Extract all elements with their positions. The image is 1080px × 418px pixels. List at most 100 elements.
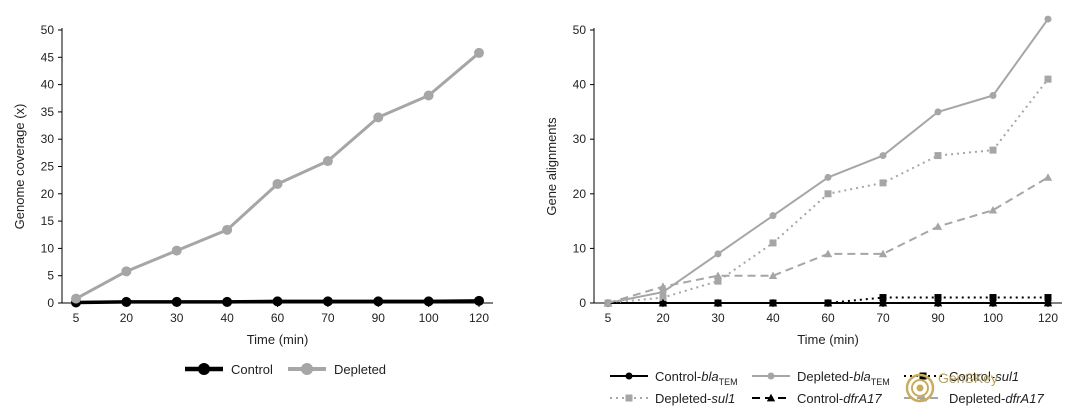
legend-label: Control-sul1	[949, 369, 1019, 384]
y-axis-label: Gene alignments	[544, 117, 559, 216]
genome-coverage-chart: 0 5 10 15 20 25 30 35 40 45 50 5 20 30 40 60 70 90 100 120 T…	[12, 23, 493, 377]
data-point	[659, 294, 667, 302]
y-tick-label: 30	[41, 132, 55, 146]
data-point	[423, 296, 434, 307]
data-point	[322, 156, 333, 167]
legend-label: Depleted-sul1	[655, 391, 735, 406]
y-tick-label: 10	[573, 241, 587, 255]
legend-marker	[625, 372, 633, 380]
data-point	[1043, 173, 1053, 181]
data-point	[823, 298, 833, 307]
data-point	[474, 295, 484, 306]
series-line	[608, 296, 1048, 304]
x-tick-label: 60	[821, 311, 835, 325]
data-point	[879, 179, 887, 187]
y-tick-label: 35	[41, 105, 55, 119]
legend-label: Control-blaTEM	[655, 369, 738, 387]
legend-item-control-dfra17: Control-dfrA17	[752, 391, 882, 406]
data-point	[934, 108, 942, 116]
data-point	[1044, 15, 1052, 23]
series-line	[607, 18, 1049, 304]
x-tick-label: 90	[372, 311, 386, 325]
legend-label: Control-dfrA17	[797, 391, 882, 406]
data-point	[878, 298, 888, 307]
data-point	[823, 249, 833, 258]
data-point	[659, 288, 667, 296]
gene-alignments-chart: 0 10 20 30 40 50 5 20 30 40 60 70 90 100 120 Time (min)…	[544, 15, 1062, 406]
legend-label: Depleted	[334, 362, 386, 377]
x-tick-label: 120	[1038, 311, 1058, 325]
series-control	[71, 295, 484, 308]
y-tick-label: 10	[41, 241, 55, 255]
data-point	[272, 178, 283, 189]
data-point	[1043, 298, 1053, 307]
data-point	[322, 296, 333, 307]
y-axis-label: Genome coverage (x)	[12, 104, 27, 230]
data-point	[714, 277, 722, 285]
legend-item-depleted-sul1: Depleted-sul1	[610, 391, 735, 406]
x-tick-label: 40	[766, 311, 780, 325]
y-tick-label: 45	[41, 50, 55, 64]
y-tick-label: 50	[573, 23, 587, 37]
x-axis-label: Time (min)	[247, 332, 309, 347]
data-point	[603, 298, 613, 307]
series-line	[75, 51, 480, 300]
data-point	[989, 146, 997, 154]
data-point	[824, 190, 832, 198]
data-point	[879, 294, 887, 302]
legend: Control-blaTEM Depleted-blaTEM Control-sul…	[610, 369, 1044, 406]
legend-item-depleted: Depleted	[288, 362, 386, 377]
series-depleted	[71, 47, 484, 304]
data-point	[1044, 75, 1052, 83]
x-tick-label: 30	[711, 311, 725, 325]
data-point	[121, 296, 132, 307]
x-tick-label: 90	[931, 311, 945, 325]
data-point	[373, 112, 384, 123]
data-point	[373, 296, 384, 307]
legend-item-control-bla-tem: Control-blaTEM	[610, 369, 738, 387]
data-point	[769, 239, 777, 247]
legend-marker	[766, 393, 776, 402]
legend-item-depleted-dfra17: Depleted-dfrA17	[904, 391, 1044, 406]
data-point	[222, 224, 233, 235]
swirl-logo-icon	[905, 373, 935, 403]
y-tick-label: 20	[41, 187, 55, 201]
data-point	[768, 298, 778, 307]
x-tick-label: 120	[469, 311, 489, 325]
x-tick-label: 30	[170, 311, 184, 325]
x-tick-label: 20	[656, 311, 670, 325]
data-point	[171, 296, 182, 307]
data-point	[714, 250, 722, 258]
legend-marker	[301, 363, 313, 375]
y-tick-label: 40	[41, 78, 55, 92]
data-point	[878, 249, 888, 258]
data-point	[879, 152, 887, 160]
x-tick-label: 40	[220, 311, 234, 325]
series-depleted-dfra17	[603, 173, 1053, 307]
data-point	[713, 271, 723, 280]
legend-label: Depleted-dfrA17	[949, 391, 1044, 406]
x-tick-label: 100	[983, 311, 1003, 325]
data-point	[423, 90, 434, 101]
x-tick-label: 70	[321, 311, 335, 325]
data-point	[988, 205, 998, 214]
data-point	[934, 294, 942, 302]
data-point	[222, 296, 233, 307]
data-point	[933, 222, 943, 230]
data-point	[988, 298, 998, 307]
y-tick-label: 40	[573, 78, 587, 92]
legend: Control Depleted	[185, 362, 386, 377]
legend-item-depleted-bla-tem: Depleted-blaTEM	[752, 369, 890, 387]
watermark: GenSKey	[905, 370, 998, 403]
legend-marker	[625, 394, 633, 402]
series-control-dfra17	[603, 298, 1053, 307]
y-tick-label: 25	[41, 160, 55, 174]
data-point	[171, 245, 182, 256]
x-tick-label: 5	[73, 311, 80, 325]
y-tick-label: 0	[47, 296, 54, 310]
y-tick-label: 0	[579, 296, 586, 310]
data-point	[272, 296, 283, 307]
legend-marker	[767, 372, 775, 380]
data-point	[658, 282, 668, 290]
